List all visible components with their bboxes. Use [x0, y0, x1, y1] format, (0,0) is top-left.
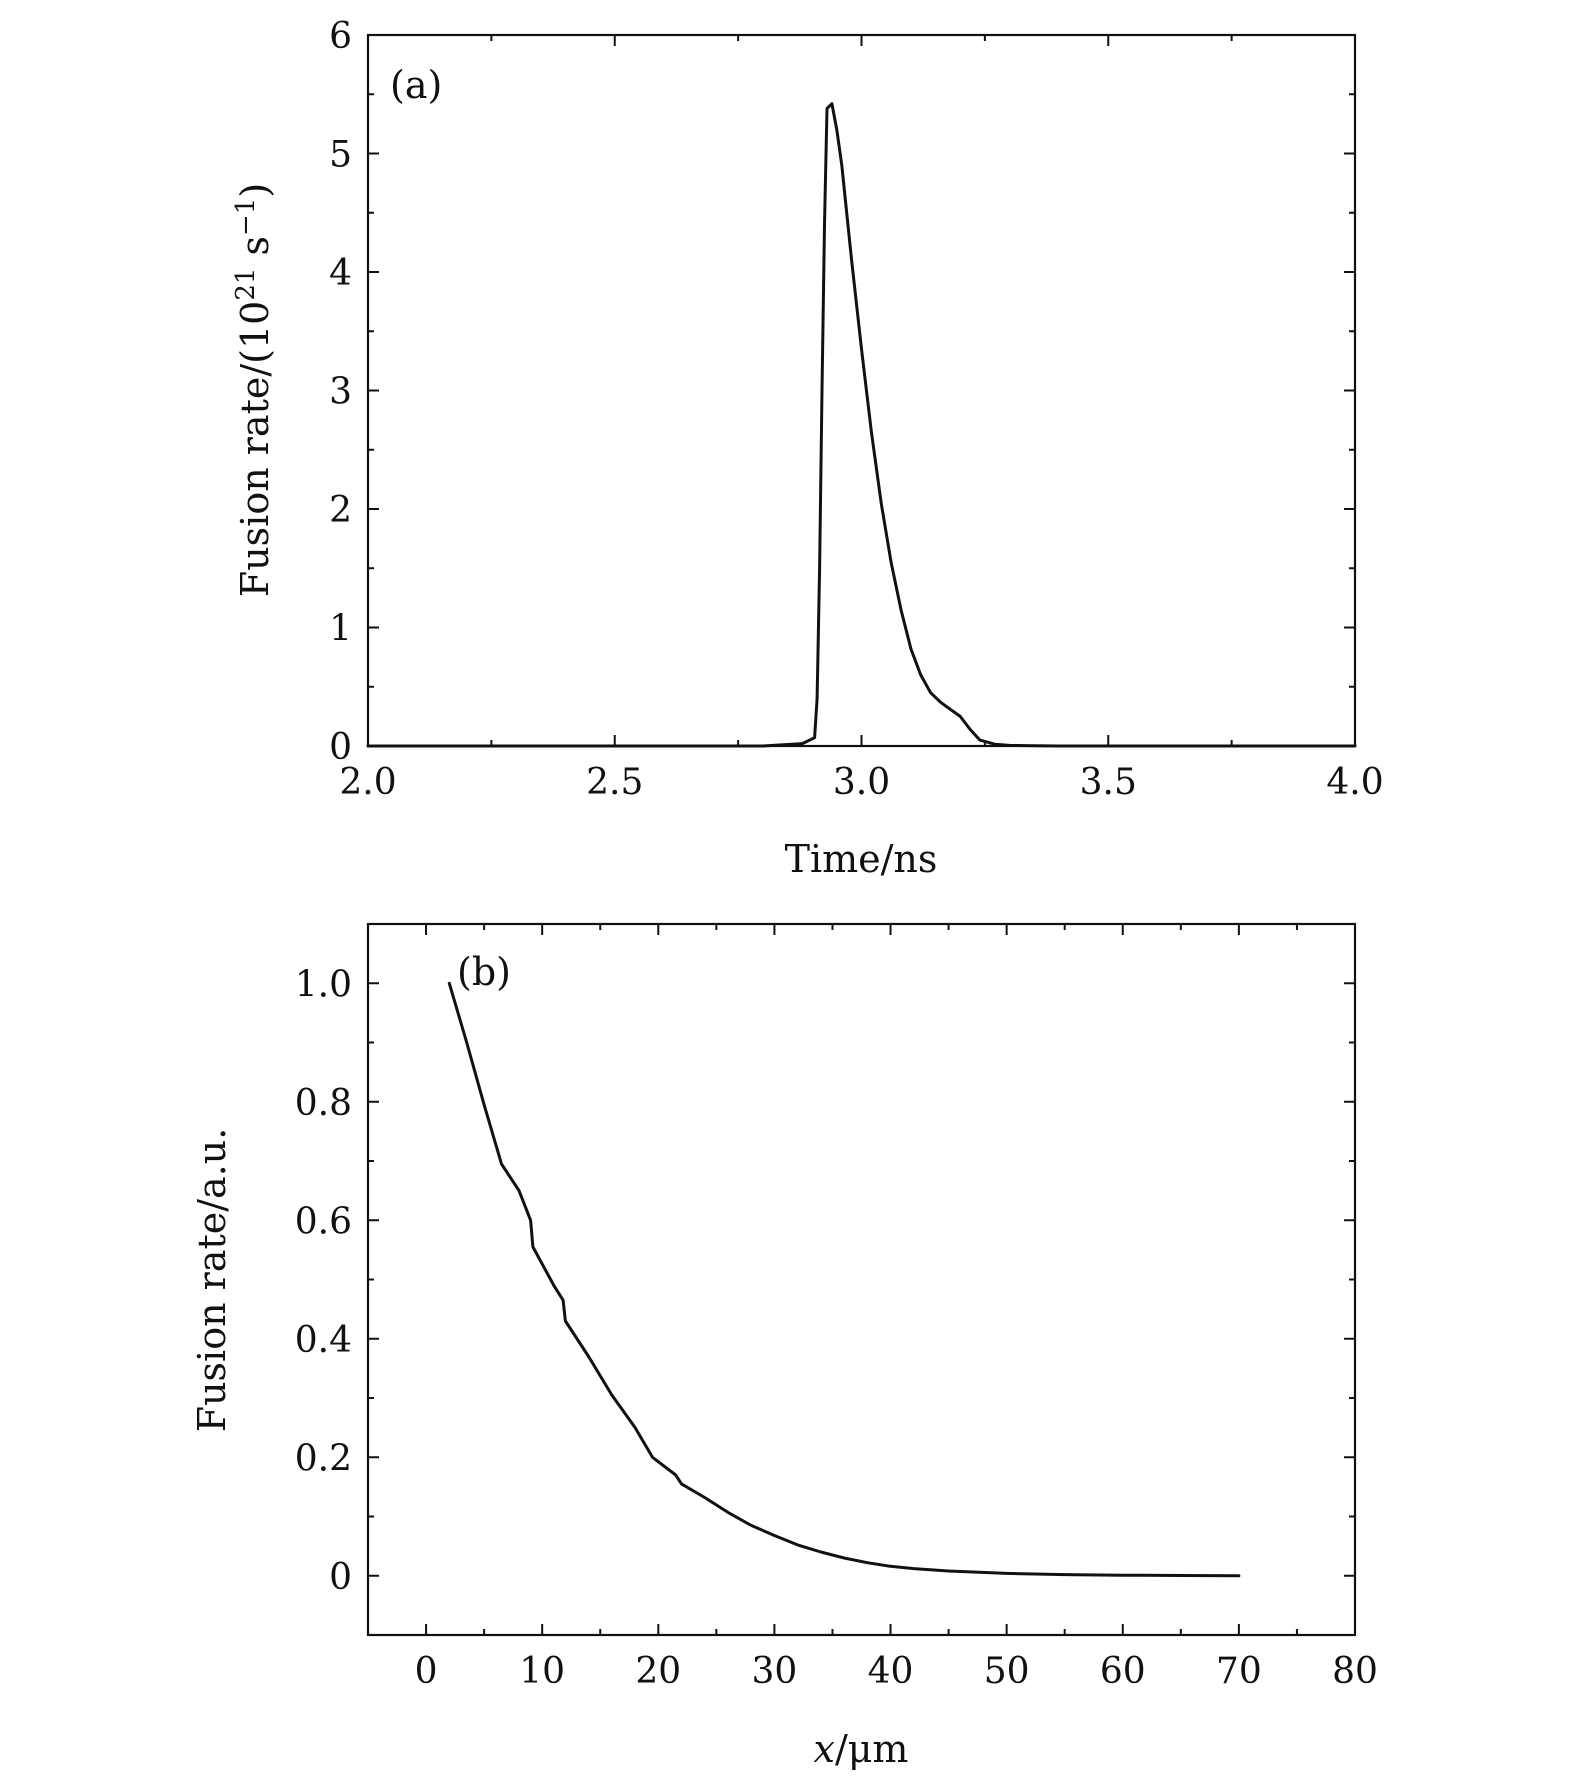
panel-a-series-line [366, 102, 1357, 748]
y-tick-label: 0.6 [295, 1201, 352, 1242]
y-tick-label: 1 [329, 609, 352, 650]
panel-b-series-line [447, 981, 1241, 1578]
y-tick-label: 6 [329, 16, 352, 57]
y-tick-label: 5 [329, 135, 352, 176]
panel-b-tag: (b) [457, 950, 511, 994]
x-tick-label: 2.5 [586, 762, 643, 803]
panel-b-x-axis-label: x/μm [814, 1727, 909, 1771]
y-tick-label: 4 [329, 253, 352, 294]
y-label-mid: s [233, 236, 277, 268]
panel-a-frame [366, 33, 1357, 748]
panel-b-frame [366, 922, 1357, 1637]
y-tick-label: 2 [329, 490, 352, 531]
x-tick-label: 20 [635, 1651, 681, 1692]
x-tick-label: 50 [984, 1651, 1030, 1692]
y-tick-label: 1.0 [295, 964, 352, 1005]
y-label-sup2: −1 [231, 198, 261, 236]
x-tick-label: 10 [519, 1651, 565, 1692]
y-label-end: ) [233, 183, 277, 198]
panel-b-y-axis-label: Fusion rate/a.u. [190, 1128, 234, 1433]
y-tick-label: 0.4 [295, 1320, 352, 1361]
x-tick-label: 3.0 [833, 762, 890, 803]
x-tick-label: 40 [868, 1651, 914, 1692]
x-tick-label: 3.5 [1080, 762, 1137, 803]
panel-a-y-axis-label: Fusion rate/(1021 s−1) [231, 183, 277, 597]
y-tick-label: 0 [329, 1557, 352, 1598]
x-label-unit: /μm [835, 1727, 909, 1771]
panel-b: 0 10 20 30 40 50 60 70 80 0 0.2 0.4 0.6 0.8 1.0 (b) x/… [190, 922, 1378, 1771]
y-label-main: Fusion rate/(10 [233, 301, 277, 598]
x-tick-label: 60 [1100, 1651, 1146, 1692]
panel-a-x-axis-label: Time/ns [785, 837, 938, 881]
panel-a-tag: (a) [390, 63, 442, 107]
y-tick-label: 0.2 [295, 1438, 352, 1479]
y-tick-label: 0 [329, 727, 352, 768]
x-tick-label: 80 [1332, 1651, 1378, 1692]
x-label-var: x [814, 1727, 835, 1771]
panel-a-ticks [367, 34, 1356, 747]
panel-b-ticks [368, 923, 1356, 1636]
x-tick-label: 4.0 [1326, 762, 1383, 803]
x-tick-label: 0 [415, 1651, 438, 1692]
y-tick-label: 0.8 [295, 1083, 352, 1124]
y-tick-label: 3 [329, 372, 352, 413]
x-tick-label: 2.0 [339, 762, 396, 803]
panel-b-tick-labels: 0 10 20 30 40 50 60 70 80 0 0.2 0.4 0.6 0.8 1.0 [295, 964, 1378, 1692]
y-label-sup1: 21 [231, 268, 261, 301]
panel-a: 2.0 2.5 3.0 3.5 4.0 0 1 2 3 4 5 6 (a) Time/ns Fusio… [231, 16, 1384, 881]
panel-a-tick-labels: 2.0 2.5 3.0 3.5 4.0 0 1 2 3 4 5 6 [329, 16, 1384, 803]
x-tick-label: 70 [1216, 1651, 1262, 1692]
x-tick-label: 30 [752, 1651, 798, 1692]
